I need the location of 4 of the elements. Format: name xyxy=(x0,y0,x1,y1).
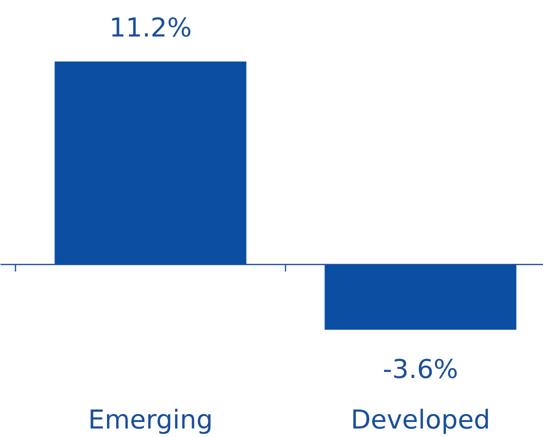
x-tick-label: Emerging xyxy=(88,406,213,436)
x-tick-label: Developed xyxy=(350,406,490,436)
data-label: 11.2% xyxy=(109,14,192,44)
data-label: -3.6% xyxy=(382,354,458,385)
